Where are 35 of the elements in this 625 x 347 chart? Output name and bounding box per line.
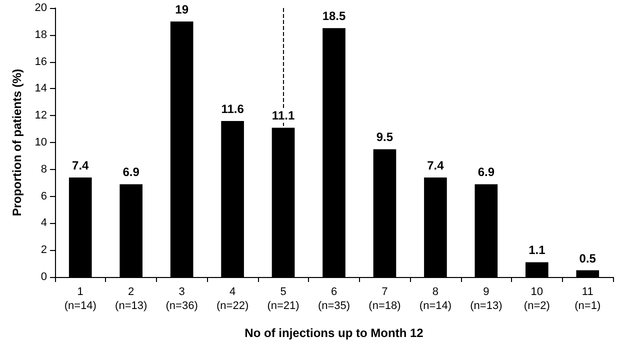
x-tick-label: 5 (n=21) (267, 286, 300, 312)
data-label: 1.1 (528, 243, 546, 258)
data-label: 9.5 (376, 130, 394, 144)
x-tick-label: 6 (n=35) (318, 286, 350, 312)
y-tick-label: 12 (34, 110, 47, 122)
y-tick-label: 14 (34, 82, 47, 95)
x-tick-label: 3 (n=36) (166, 286, 198, 312)
data-label: 18.5 (322, 9, 346, 24)
x-tick-label: 1 (n=14) (64, 286, 96, 312)
x-tick-label: 10 (n=2) (524, 286, 550, 312)
y-tick-label: 18 (34, 28, 47, 41)
x-tick-label: 11 (n=1) (574, 286, 601, 312)
data-label: 11.6 (221, 102, 244, 116)
y-tick-label: 16 (34, 56, 47, 68)
x-tick-label: 4 (n=22) (216, 286, 249, 312)
y-tick-label: 2 (40, 244, 47, 256)
x-tick-label: 9 (n=13) (470, 286, 502, 312)
data-label: 6.9 (478, 165, 495, 180)
data-label: 11.1 (272, 108, 295, 123)
y-tick-label: 0 (40, 271, 47, 283)
x-tick-label: 7 (n=18) (368, 286, 401, 312)
data-label: 19 (175, 2, 189, 16)
x-tick-label: 2 (n=13) (115, 286, 148, 312)
data-label: 6.9 (122, 165, 140, 180)
y-tick-label: 6 (40, 190, 47, 202)
data-label: 7.4 (427, 158, 444, 172)
y-tick-label: 8 (40, 163, 47, 176)
y-tick-label: 4 (40, 217, 47, 230)
data-label: 7.4 (72, 158, 90, 172)
data-label: 0.5 (579, 251, 596, 266)
x-tick-label: 8 (n=14) (419, 286, 452, 312)
y-tick-label: 10 (34, 136, 47, 148)
x-axis-title: No of injections up to Month 12 (244, 326, 424, 340)
y-axis-title: Proportion of patients (%) (10, 68, 24, 216)
y-tick-label: 20 (34, 2, 47, 14)
